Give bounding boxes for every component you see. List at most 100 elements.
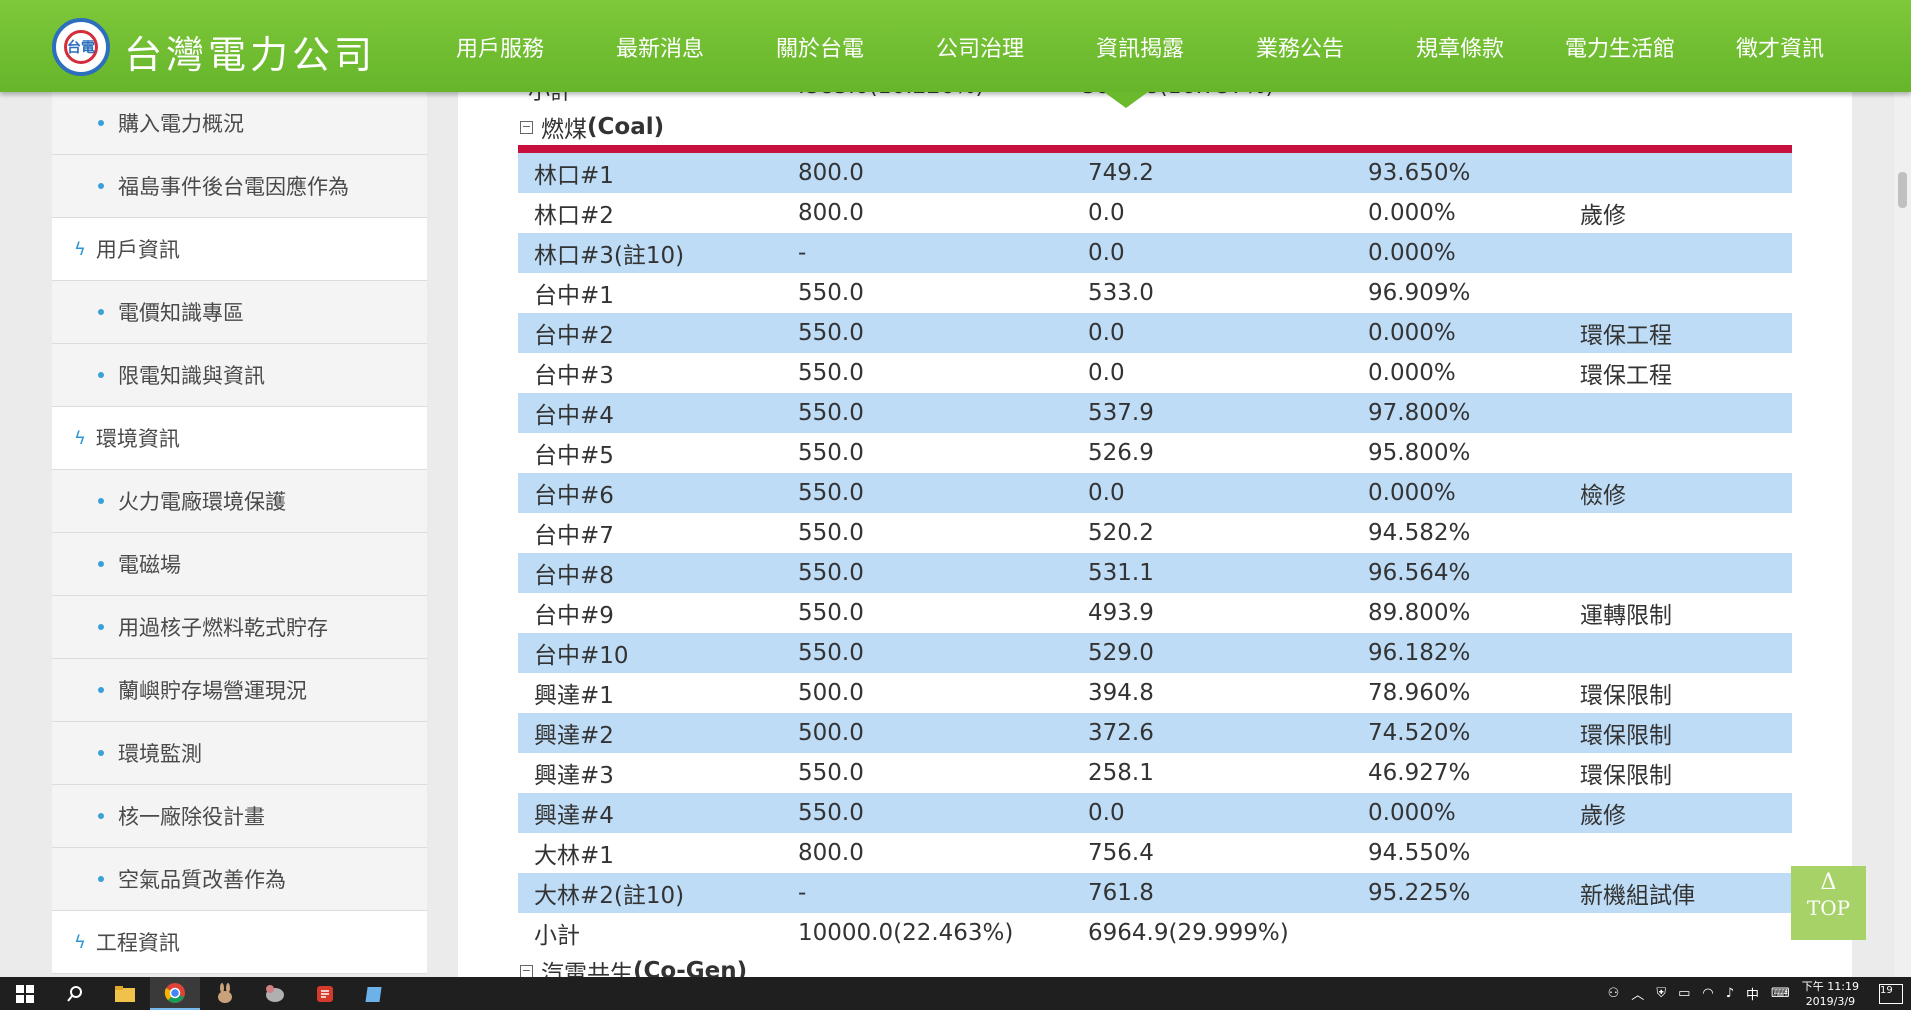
- sidebar-link[interactable]: 蘭嶼貯存場營運現況: [52, 659, 427, 722]
- clock[interactable]: 下午 11:19 2019/3/9: [1802, 979, 1859, 1009]
- sidebar-link[interactable]: 環境監測: [52, 722, 427, 785]
- app-icon-notepad[interactable]: [350, 977, 400, 1010]
- nav-item[interactable]: 公司治理: [935, 37, 1024, 62]
- sidebar-label: 福島事件後台電因應作為: [118, 175, 349, 199]
- keyboard-icon[interactable]: ⌨: [1771, 986, 1790, 1001]
- sidebar-category[interactable]: ϟ 環境資訊: [52, 407, 427, 470]
- file-explorer-icon[interactable]: [100, 977, 150, 1010]
- security-icon[interactable]: ⛨: [1656, 986, 1667, 1001]
- collapse-icon[interactable]: −: [520, 119, 533, 134]
- nav-item[interactable]: 電力生活館: [1564, 37, 1675, 62]
- sidebar-label: 購入電力概況: [118, 112, 244, 136]
- cell-capacity: 550.0: [798, 760, 864, 786]
- cell-net-output: 537.9: [1088, 400, 1154, 426]
- cell-net-output: 0.0: [1088, 800, 1125, 826]
- nav-item[interactable]: 資訊揭露: [1095, 37, 1184, 62]
- sidebar-link[interactable]: 限電知識與資訊: [52, 344, 427, 407]
- chrome-icon[interactable]: [150, 977, 200, 1010]
- cell-output-ratio: 97.800%: [1368, 400, 1471, 426]
- nav-item[interactable]: 徵才資訊: [1735, 37, 1824, 62]
- cell-capacity: 800.0: [798, 840, 864, 866]
- cell-capacity: 800.0: [798, 200, 864, 226]
- cell-capacity: -: [798, 240, 807, 266]
- scrollbar-thumb[interactable]: [1898, 172, 1907, 208]
- cell-output-ratio: 0.000%: [1368, 320, 1456, 346]
- cell-capacity: 550.0: [798, 560, 864, 586]
- app-icon-red[interactable]: [300, 977, 350, 1010]
- nav-item[interactable]: 業務公告: [1255, 37, 1344, 62]
- ime-indicator[interactable]: 中: [1746, 988, 1760, 1003]
- cell-capacity: 550.0: [798, 400, 864, 426]
- cell-unit-name: 興達#3: [534, 763, 614, 789]
- battery-icon[interactable]: ▭: [1678, 986, 1691, 1001]
- notification-center-icon[interactable]: 19: [1879, 983, 1903, 1004]
- cell-unit-name: 興達#1: [534, 683, 614, 709]
- section-title-cogen[interactable]: − 汽電共生 (Co-Gen): [520, 954, 747, 977]
- bullet-icon: [98, 750, 104, 756]
- cell-capacity: 800.0: [798, 160, 864, 186]
- search-icon[interactable]: [50, 977, 100, 1010]
- start-button[interactable]: [0, 977, 50, 1010]
- cell-unit-name: 台中#8: [534, 563, 614, 589]
- sidebar-link[interactable]: 電價知識專區: [52, 281, 427, 344]
- cell-remark: 環保限制: [1580, 763, 1672, 789]
- table-row: 台中#3 550.0 0.0 0.000% 環保工程: [518, 353, 1792, 393]
- collapse-icon[interactable]: −: [520, 963, 533, 977]
- cell-unit-name: 台中#7: [534, 523, 614, 549]
- coal-units-table: 林口#1 800.0 749.2 93.650% 林口#2 800.0 0.0 0.000% 歲…: [518, 153, 1792, 953]
- sidebar-label: 用過核子燃料乾式貯存: [118, 616, 328, 640]
- sidebar-link[interactable]: 購入電力概況: [52, 92, 427, 155]
- table-row: 興達#2 500.0 372.6 74.520% 環保限制: [518, 713, 1792, 753]
- cell-unit-name: 小計: [534, 923, 580, 949]
- sidebar-link[interactable]: 福島事件後台電因應作為: [52, 155, 427, 218]
- taipower-logo[interactable]: 台電: [52, 18, 110, 76]
- sidebar-link[interactable]: 火力電廠環境保護: [52, 470, 427, 533]
- nav-item[interactable]: 關於台電: [775, 37, 864, 62]
- sidebar-link[interactable]: 空氣品質改善作為: [52, 848, 427, 911]
- cell-net-output: 0.0: [1088, 200, 1125, 226]
- cell-capacity: 550.0: [798, 280, 864, 306]
- people-icon[interactable]: ⚇: [1607, 986, 1620, 1001]
- table-row: 台中#10 550.0 529.0 96.182%: [518, 633, 1792, 673]
- volume-icon[interactable]: ♪: [1725, 986, 1735, 1001]
- app-icon-mouse[interactable]: [250, 977, 300, 1010]
- sidebar-label: 蘭嶼貯存場營運現況: [118, 679, 307, 703]
- brand-name[interactable]: 台灣電力公司: [124, 33, 377, 77]
- cell-output-ratio: 89.800%: [1368, 600, 1471, 626]
- cell-net-output: 493.9: [1088, 600, 1154, 626]
- nav-item[interactable]: 用戶服務: [455, 37, 544, 62]
- wifi-icon[interactable]: ◠: [1702, 986, 1714, 1001]
- nav-item[interactable]: 規章條款: [1415, 37, 1504, 62]
- cell-capacity: -: [798, 880, 807, 906]
- page-scrollbar[interactable]: [1894, 92, 1911, 977]
- sidebar-link[interactable]: 用過核子燃料乾式貯存: [52, 596, 427, 659]
- cell-remark: 歲修: [1580, 803, 1626, 829]
- bullet-icon: [98, 183, 104, 189]
- logo-mark: 台電: [64, 30, 98, 64]
- app-icon-rabbit[interactable]: [200, 977, 250, 1010]
- back-to-top-button[interactable]: Δ TOP: [1791, 866, 1866, 940]
- nav-item[interactable]: 最新消息: [615, 37, 704, 62]
- cell-remark: 新機組試俥: [1580, 883, 1695, 909]
- system-tray: ⚇ ︿ ⛨ ▭ ◠ ♪ 中 ⌨ 下午 11:19 2019/3/9 19: [1608, 977, 1911, 1010]
- previous-subtotal-row: 小計 4583.0(10.226%) 3890.8(16.757%): [512, 92, 1362, 106]
- cell-net-output: 0.0: [1088, 320, 1125, 346]
- sidebar-label: 電價知識專區: [118, 301, 244, 325]
- main-content: 小計 4583.0(10.226%) 3890.8(16.757%) − 燃煤(…: [458, 92, 1852, 977]
- sidebar-category[interactable]: ϟ 工程資訊: [52, 911, 427, 974]
- cell-capacity: 500.0: [798, 720, 864, 746]
- sidebar-link[interactable]: 電磁場: [52, 533, 427, 596]
- chevron-up-icon[interactable]: ︿: [1631, 988, 1645, 1003]
- cell-remark: 歲修: [1580, 203, 1626, 229]
- cell-capacity: 550.0: [798, 320, 864, 346]
- cell-output-ratio: 95.225%: [1368, 880, 1471, 906]
- cell-net-output: 761.8: [1088, 880, 1154, 906]
- up-arrow-icon: Δ: [1820, 870, 1837, 895]
- cell-net-output: 0.0: [1088, 240, 1125, 266]
- sidebar-link[interactable]: 核一廠除役計畫: [52, 785, 427, 848]
- section-title-coal[interactable]: − 燃煤 (Coal): [520, 110, 664, 144]
- cell-output-ratio: 74.520%: [1368, 720, 1471, 746]
- prev-row-output: 3890.8(16.757%): [1082, 92, 1362, 106]
- sidebar-category[interactable]: ϟ 用戶資訊: [52, 218, 427, 281]
- cell-output-ratio: 78.960%: [1368, 680, 1471, 706]
